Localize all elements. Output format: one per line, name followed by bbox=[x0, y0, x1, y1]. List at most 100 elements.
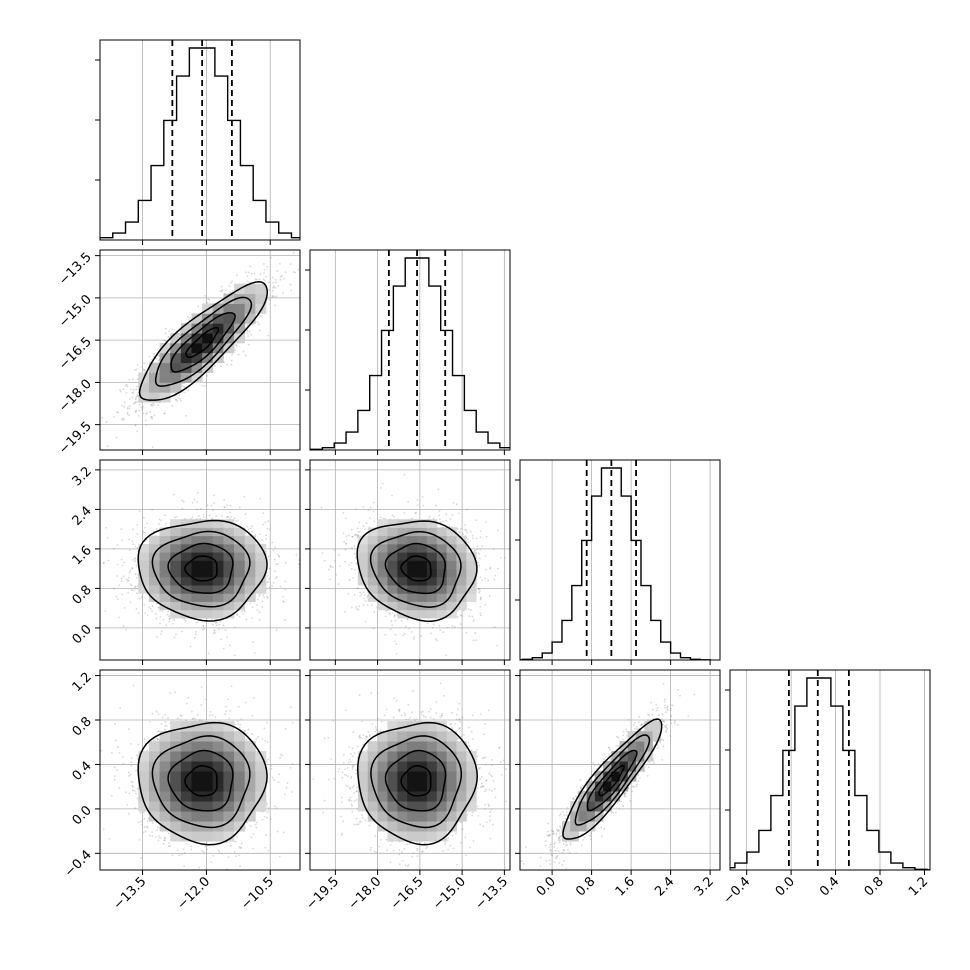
scatter-point bbox=[131, 378, 134, 381]
density-cell bbox=[138, 761, 150, 772]
scatter-point bbox=[132, 391, 135, 394]
scatter-point bbox=[291, 721, 294, 724]
density-cell bbox=[191, 333, 203, 344]
density-cell bbox=[387, 543, 398, 553]
scatter-point bbox=[132, 388, 135, 391]
scatter-point bbox=[134, 411, 137, 413]
scatter-point bbox=[392, 849, 395, 852]
scatter-point bbox=[136, 378, 139, 380]
scatter-point bbox=[245, 739, 248, 742]
scatter-point bbox=[467, 541, 470, 544]
scatter-point bbox=[393, 697, 396, 700]
scatter-point bbox=[305, 559, 307, 561]
scatter-point bbox=[662, 682, 665, 685]
scatter-point bbox=[635, 785, 638, 788]
scatter-point bbox=[251, 323, 254, 326]
scatter-point bbox=[278, 555, 281, 558]
scatter-point bbox=[358, 735, 361, 737]
scatter-point bbox=[137, 612, 140, 615]
scatter-point bbox=[131, 528, 134, 531]
scatter-point bbox=[471, 814, 473, 817]
density-cell bbox=[234, 333, 246, 344]
scatter-point bbox=[264, 279, 266, 282]
scatter-point bbox=[457, 708, 459, 711]
scatter-point bbox=[662, 745, 665, 748]
scatter-point bbox=[246, 525, 249, 528]
scatter-point bbox=[421, 851, 424, 853]
scatter-point bbox=[244, 532, 247, 535]
scatter-point bbox=[407, 703, 410, 706]
density-cell bbox=[436, 576, 448, 586]
scatter-point bbox=[490, 774, 492, 776]
density-cell bbox=[436, 731, 448, 742]
scatter-point bbox=[206, 504, 209, 507]
density-cell bbox=[170, 751, 182, 762]
scatter-point bbox=[550, 829, 553, 832]
scatter-point bbox=[555, 828, 558, 831]
scatter-point bbox=[124, 384, 127, 387]
scatter-point bbox=[481, 757, 484, 760]
scatter-point bbox=[364, 600, 367, 602]
density-cell bbox=[397, 527, 408, 537]
density-cell bbox=[377, 801, 388, 812]
scatter-point bbox=[479, 766, 481, 769]
density-cell bbox=[417, 791, 428, 802]
density-cell bbox=[159, 342, 171, 354]
scatter-point bbox=[155, 710, 158, 713]
scatter-point bbox=[375, 728, 378, 731]
density-cell bbox=[180, 535, 192, 545]
scatter-point bbox=[498, 747, 501, 749]
scatter-point bbox=[244, 513, 247, 516]
scatter-point bbox=[181, 714, 183, 717]
scatter-point bbox=[267, 334, 270, 337]
density-cell bbox=[202, 831, 214, 842]
scatter-point bbox=[390, 620, 393, 622]
scatter-point bbox=[163, 837, 166, 840]
density-cell bbox=[456, 543, 467, 553]
scatter-point bbox=[479, 786, 482, 789]
scatter-point bbox=[401, 859, 404, 862]
scatter-point bbox=[357, 608, 360, 611]
scatter-point bbox=[134, 398, 137, 401]
scatter-point bbox=[338, 768, 340, 770]
density-cell bbox=[234, 791, 246, 802]
scatter-point bbox=[416, 847, 419, 850]
density-cell bbox=[191, 811, 203, 822]
scatter-point bbox=[458, 702, 461, 705]
scatter-point bbox=[453, 625, 456, 628]
density-cell bbox=[436, 781, 448, 792]
scatter-point bbox=[615, 811, 617, 814]
y-tick-label: −13.5 bbox=[56, 250, 95, 289]
density-cell bbox=[397, 568, 408, 578]
scatter-point bbox=[134, 424, 137, 427]
density-cell bbox=[170, 560, 182, 570]
scatter-point bbox=[480, 775, 483, 778]
scatter-point bbox=[129, 397, 131, 400]
scatter-point bbox=[137, 414, 140, 417]
scatter-point bbox=[172, 493, 175, 496]
density-cell bbox=[436, 543, 448, 553]
scatter-point bbox=[279, 756, 282, 759]
scatter-point bbox=[231, 280, 233, 283]
density-cell bbox=[191, 791, 203, 802]
scatter-point bbox=[182, 500, 185, 503]
scatter-point bbox=[258, 323, 260, 326]
scatter-point bbox=[476, 545, 479, 548]
density-cell bbox=[244, 293, 256, 304]
density-cell bbox=[426, 761, 438, 772]
scatter-point bbox=[135, 754, 138, 757]
scatter-point bbox=[247, 343, 250, 346]
density-cell bbox=[138, 392, 150, 403]
scatter-point bbox=[304, 729, 306, 731]
density-cell bbox=[436, 831, 448, 842]
scatter-point bbox=[182, 848, 185, 851]
scatter-point bbox=[241, 610, 243, 613]
scatter-point bbox=[251, 525, 253, 528]
scatter-point bbox=[496, 644, 499, 647]
scatter-point bbox=[469, 540, 472, 543]
density-cell bbox=[202, 333, 214, 344]
density-cell bbox=[466, 761, 477, 772]
scatter-point bbox=[484, 568, 487, 571]
density-cell bbox=[191, 543, 203, 553]
scatter-point bbox=[201, 628, 204, 631]
